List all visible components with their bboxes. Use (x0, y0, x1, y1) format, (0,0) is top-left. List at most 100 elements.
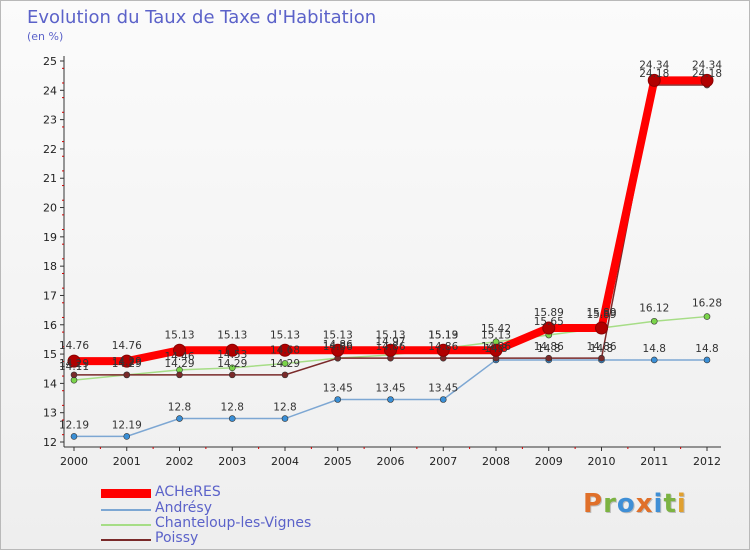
data-point (542, 321, 556, 335)
y-tick-label: 15 (43, 348, 57, 361)
data-label: 24.34 (639, 59, 669, 71)
data-label: 14.68 (270, 344, 300, 356)
data-label: 13.45 (375, 383, 405, 395)
legend-label: Poissy (155, 530, 199, 546)
data-label: 15.13 (375, 329, 405, 341)
data-label: 14.76 (59, 340, 89, 352)
legend-label: Chanteloup-les-Vignes (155, 515, 312, 531)
x-tick-label: 2003 (218, 455, 246, 468)
data-point (545, 354, 553, 362)
y-tick-label: 17 (43, 289, 57, 302)
data-label: 15.13 (217, 329, 247, 341)
data-point (228, 415, 236, 422)
data-label: 14.29 (217, 358, 247, 370)
data-point (703, 313, 711, 320)
data-point (281, 415, 289, 422)
y-tick-label: 16 (43, 319, 57, 332)
data-label: 14.86 (586, 341, 616, 353)
data-point (70, 371, 78, 379)
y-tick-label: 12 (43, 436, 57, 449)
data-label: 15.13 (270, 329, 300, 341)
data-point (281, 371, 289, 379)
data-label: 14.53 (217, 349, 247, 361)
data-point (281, 360, 289, 367)
data-label: 14.76 (112, 340, 142, 352)
x-tick-label: 2007 (429, 455, 457, 468)
y-tick-label: 13 (43, 407, 57, 420)
data-point (123, 433, 131, 440)
data-point (228, 371, 236, 379)
data-label: 24.18 (692, 68, 722, 80)
y-tick-label: 19 (43, 231, 57, 244)
data-label: 24.18 (639, 68, 669, 80)
data-point (176, 415, 183, 422)
data-label: 14.8 (484, 343, 507, 355)
x-tick-label: 2012 (693, 455, 721, 468)
legend-swatch (101, 539, 151, 541)
data-point (436, 343, 450, 357)
data-label: 14.86 (323, 339, 353, 351)
data-point (387, 396, 394, 403)
data-label: 14.86 (375, 341, 405, 353)
data-label: 14.8 (537, 343, 560, 355)
data-point (334, 396, 342, 403)
data-point (173, 343, 186, 357)
data-label: 14.29 (164, 358, 194, 370)
data-point (331, 343, 345, 357)
data-point (228, 364, 236, 372)
data-label: 16.12 (639, 302, 669, 314)
x-tick-label: 2001 (113, 455, 141, 468)
y-tick-label: 18 (43, 260, 57, 273)
data-point (120, 354, 134, 368)
data-label: 14.29 (59, 358, 89, 370)
chart-title: Evolution du Taux de Taxe d'Habitation (27, 7, 377, 28)
data-label: 12.8 (273, 402, 296, 414)
data-label: 14.86 (481, 341, 511, 353)
data-label: 24.34 (692, 59, 722, 71)
y-tick-label: 24 (43, 84, 57, 97)
data-label: 14.29 (112, 358, 142, 370)
y-tick-label: 23 (43, 114, 57, 127)
series-acheres (67, 73, 714, 368)
data-label: 14.11 (59, 361, 89, 373)
y-tick-label: 14 (43, 377, 57, 390)
data-label: 13.45 (428, 383, 458, 395)
x-tick-label: 2006 (377, 455, 405, 468)
data-label: 14.46 (164, 351, 194, 363)
x-tick-label: 2011 (640, 455, 668, 468)
legend-label: ACHeRES (155, 484, 221, 500)
legend-swatch (101, 509, 151, 511)
data-label: 16.28 (692, 298, 722, 310)
data-label: 12.19 (112, 419, 142, 431)
data-label: 14.8 (695, 343, 718, 355)
data-point (650, 317, 658, 325)
data-point (598, 354, 605, 362)
data-point (595, 321, 608, 335)
y-tick-label: 20 (43, 202, 57, 215)
data-point (176, 371, 183, 379)
data-label: 14.86 (428, 341, 458, 353)
x-tick-label: 2010 (588, 455, 616, 468)
data-point (70, 433, 78, 440)
legend-swatch (101, 489, 151, 498)
y-tick-label: 21 (43, 172, 57, 185)
data-point (67, 354, 81, 368)
data-label: 14.86 (323, 341, 353, 353)
data-point (647, 73, 661, 87)
data-label: 15.13 (428, 329, 458, 341)
y-tick-label: 25 (43, 55, 57, 68)
data-label: 12.19 (59, 419, 89, 431)
data-label: 14.86 (534, 341, 564, 353)
legend-swatch (101, 524, 151, 526)
data-label: 15.13 (481, 329, 511, 341)
data-label: 15.19 (428, 330, 458, 342)
data-point (700, 73, 714, 87)
data-label: 15.89 (586, 309, 616, 321)
x-tick-label: 2009 (535, 455, 563, 468)
legend-label: Andrésy (155, 500, 212, 516)
x-tick-label: 2000 (60, 455, 88, 468)
data-point (384, 343, 397, 357)
x-tick-label: 2008 (482, 455, 510, 468)
